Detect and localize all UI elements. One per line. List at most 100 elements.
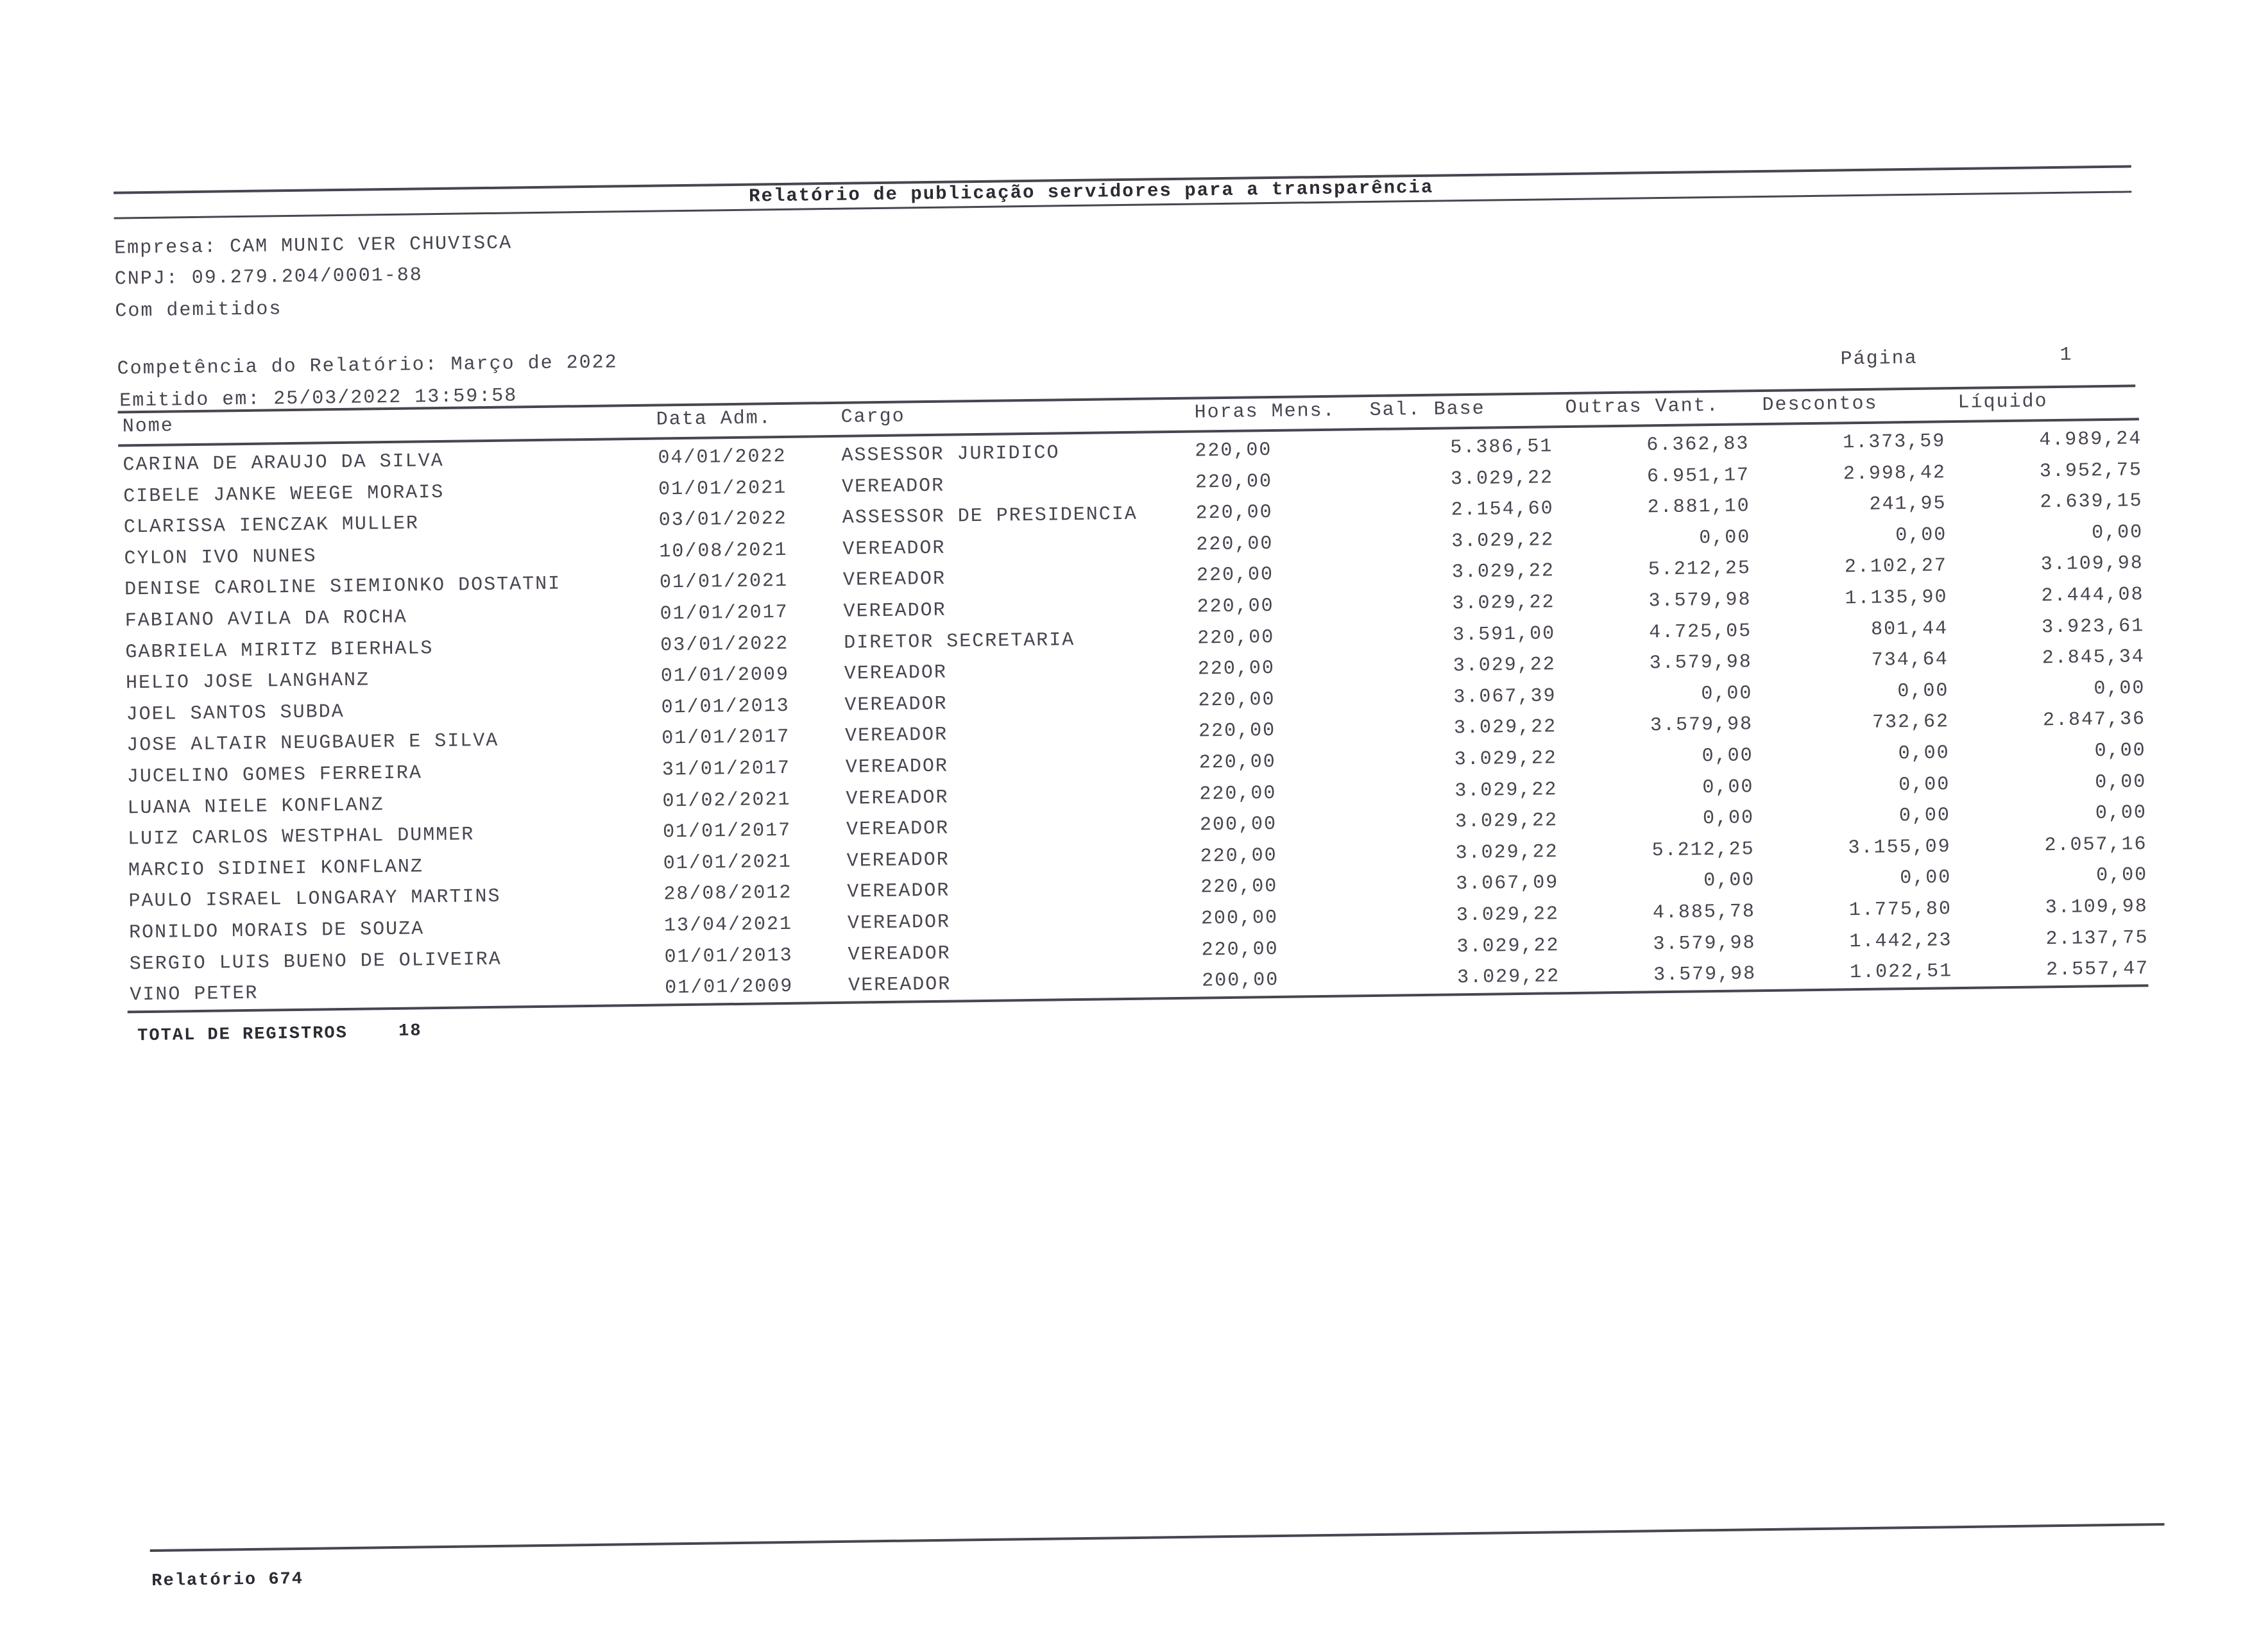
- cell-base-salary: 3.029,22: [1456, 903, 1560, 927]
- cell-net: 3.952,75: [2039, 459, 2143, 482]
- cell-name: JUCELINO GOMES FERREIRA: [126, 762, 423, 788]
- cnpj-line: CNPJ: 09.279.204/0001-88: [114, 264, 423, 291]
- cell-admission-date: 01/01/2021: [659, 570, 789, 594]
- cell-monthly-hours: 220,00: [1201, 938, 1279, 962]
- cell-net: 2.444,08: [2041, 584, 2144, 608]
- cell-role: VEREADOR: [847, 880, 950, 904]
- cell-other-benefits: 0,00: [1699, 527, 1751, 550]
- cell-base-salary: 3.067,39: [1453, 685, 1557, 709]
- cell-admission-date: 01/02/2021: [662, 788, 791, 813]
- cell-name: JOSE ALTAIR NEUGBAUER E SILVA: [126, 730, 499, 757]
- cell-net: 2.847,36: [2042, 708, 2146, 732]
- cell-admission-date: 01/01/2021: [663, 851, 792, 875]
- cell-name: GABRIELA MIRITZ BIERHALS: [125, 637, 434, 664]
- cell-base-salary: 3.029,22: [1454, 778, 1558, 802]
- table-body: CARINA DE ARAUJO DA SILVA 04/01/2022 ASSES…: [0, 0, 2244, 1006]
- column-header-discounts: Descontos: [1762, 393, 1878, 416]
- cell-role: VEREADOR: [846, 787, 949, 810]
- cell-role: VEREADOR: [847, 911, 951, 935]
- cell-base-salary: 3.029,22: [1454, 747, 1557, 771]
- cell-role: DIRETOR SECRETARIA: [844, 629, 1075, 654]
- cell-monthly-hours: 200,00: [1202, 969, 1279, 992]
- cell-base-salary: 3.029,22: [1454, 810, 1558, 833]
- cell-discounts: 0,00: [1898, 742, 1950, 765]
- footer-rule: [149, 1522, 2165, 1553]
- cell-net: 2.845,34: [2042, 646, 2145, 670]
- cell-monthly-hours: 220,00: [1195, 502, 1273, 525]
- cell-admission-date: 01/01/2013: [664, 944, 793, 969]
- cell-monthly-hours: 220,00: [1197, 626, 1275, 650]
- cell-name: DENISE CAROLINE SIEMIONKO DOSTATNI: [124, 573, 561, 601]
- cell-net: 0,00: [2095, 771, 2147, 794]
- cell-name: SERGIO LUIS BUENO DE OLIVEIRA: [129, 948, 502, 975]
- cell-monthly-hours: 220,00: [1199, 751, 1277, 774]
- cell-role: VEREADOR: [848, 973, 951, 997]
- cell-admission-date: 31/01/2017: [661, 757, 791, 781]
- cell-monthly-hours: 220,00: [1196, 564, 1274, 587]
- cell-other-benefits: 0,00: [1702, 776, 1754, 799]
- cell-name: CARINA DE ARAUJO DA SILVA: [123, 450, 444, 477]
- cell-monthly-hours: 220,00: [1196, 532, 1274, 556]
- cell-base-salary: 3.029,22: [1455, 841, 1558, 865]
- cell-name: LUIZ CARLOS WESTPHAL DUMMER: [127, 824, 475, 851]
- cell-discounts: 0,00: [1898, 773, 1950, 796]
- footer-label: Relatório 674: [151, 1569, 304, 1592]
- cell-discounts: 1.442,23: [1849, 929, 1952, 953]
- cell-discounts: 732,62: [1872, 711, 1950, 735]
- cell-monthly-hours: 220,00: [1195, 470, 1273, 494]
- cell-role: VEREADOR: [844, 661, 948, 685]
- cell-discounts: 801,44: [1870, 617, 1949, 641]
- cell-admission-date: 13/04/2021: [663, 913, 793, 937]
- cell-base-salary: 3.029,22: [1453, 716, 1557, 740]
- cell-monthly-hours: 220,00: [1198, 720, 1276, 743]
- cell-other-benefits: 3.579,98: [1653, 932, 1756, 955]
- cell-monthly-hours: 220,00: [1200, 844, 1277, 868]
- cell-admission-date: 01/01/2017: [660, 601, 789, 626]
- cell-discounts: 1.022,51: [1849, 960, 1953, 984]
- cell-name: CYLON IVO NUNES: [124, 545, 317, 570]
- cell-other-benefits: 0,00: [1702, 745, 1753, 768]
- cell-name: HELIO JOSE LANGHANZ: [125, 669, 370, 695]
- cell-net: 3.109,98: [2040, 552, 2144, 576]
- cell-net: 2.557,47: [2045, 958, 2149, 982]
- cell-name: FABIANO AVILA DA ROCHA: [124, 606, 408, 633]
- cell-discounts: 1.373,59: [1843, 430, 1946, 454]
- cell-discounts: 0,00: [1897, 680, 1949, 703]
- cell-discounts: 241,95: [1869, 493, 1947, 516]
- cell-base-salary: 2.154,60: [1451, 498, 1554, 522]
- cell-admission-date: 01/01/2017: [661, 726, 790, 750]
- cell-name: LUANA NIELE KONFLANZ: [127, 794, 384, 819]
- cell-role: VEREADOR: [848, 942, 951, 966]
- cell-other-benefits: 6.362,83: [1646, 433, 1750, 457]
- cell-discounts: 0,00: [1898, 805, 1951, 828]
- cell-name: JOEL SANTOS SUBDA: [126, 701, 345, 726]
- cell-base-salary: 3.029,22: [1456, 934, 1560, 958]
- cell-base-salary: 5.386,51: [1450, 436, 1553, 459]
- total-label: TOTAL DE REGISTROS: [137, 1023, 348, 1046]
- cell-name: RONILDO MORAIS DE SOUZA: [128, 918, 425, 944]
- cell-base-salary: 3.029,22: [1452, 592, 1555, 615]
- page-number: 1: [2060, 344, 2073, 366]
- cell-admission-date: 01/01/2013: [661, 695, 790, 719]
- column-header-other-benefits: Outras Vant.: [1565, 395, 1719, 420]
- column-header-name: Nome: [122, 415, 175, 438]
- cell-role: VEREADOR: [841, 475, 945, 498]
- cell-other-benefits: 5.212,25: [1648, 558, 1752, 581]
- cell-name: MARCIO SIDINEI KONFLANZ: [128, 856, 424, 882]
- cell-monthly-hours: 220,00: [1197, 595, 1274, 618]
- cell-admission-date: 01/01/2017: [662, 820, 792, 844]
- competence-line: Competência do Relatório: Março de 2022: [117, 352, 618, 380]
- cell-base-salary: 3.591,00: [1452, 622, 1556, 646]
- cell-base-salary: 3.029,22: [1453, 654, 1557, 677]
- cell-other-benefits: 3.579,98: [1650, 713, 1753, 737]
- cell-admission-date: 04/01/2022: [658, 445, 787, 470]
- column-header-net: Líquido: [1958, 391, 2048, 414]
- table-header: Nome Data Adm. Cargo Horas Mens. Sal. Base Ou…: [0, 0, 2244, 438]
- cell-admission-date: 03/01/2022: [660, 633, 789, 657]
- cell-monthly-hours: 200,00: [1199, 813, 1277, 837]
- cell-admission-date: 28/08/2012: [663, 882, 792, 906]
- cell-net: 2.057,16: [2044, 833, 2147, 857]
- cell-discounts: 1.775,80: [1848, 898, 1952, 922]
- cell-discounts: 0,00: [1895, 524, 1947, 547]
